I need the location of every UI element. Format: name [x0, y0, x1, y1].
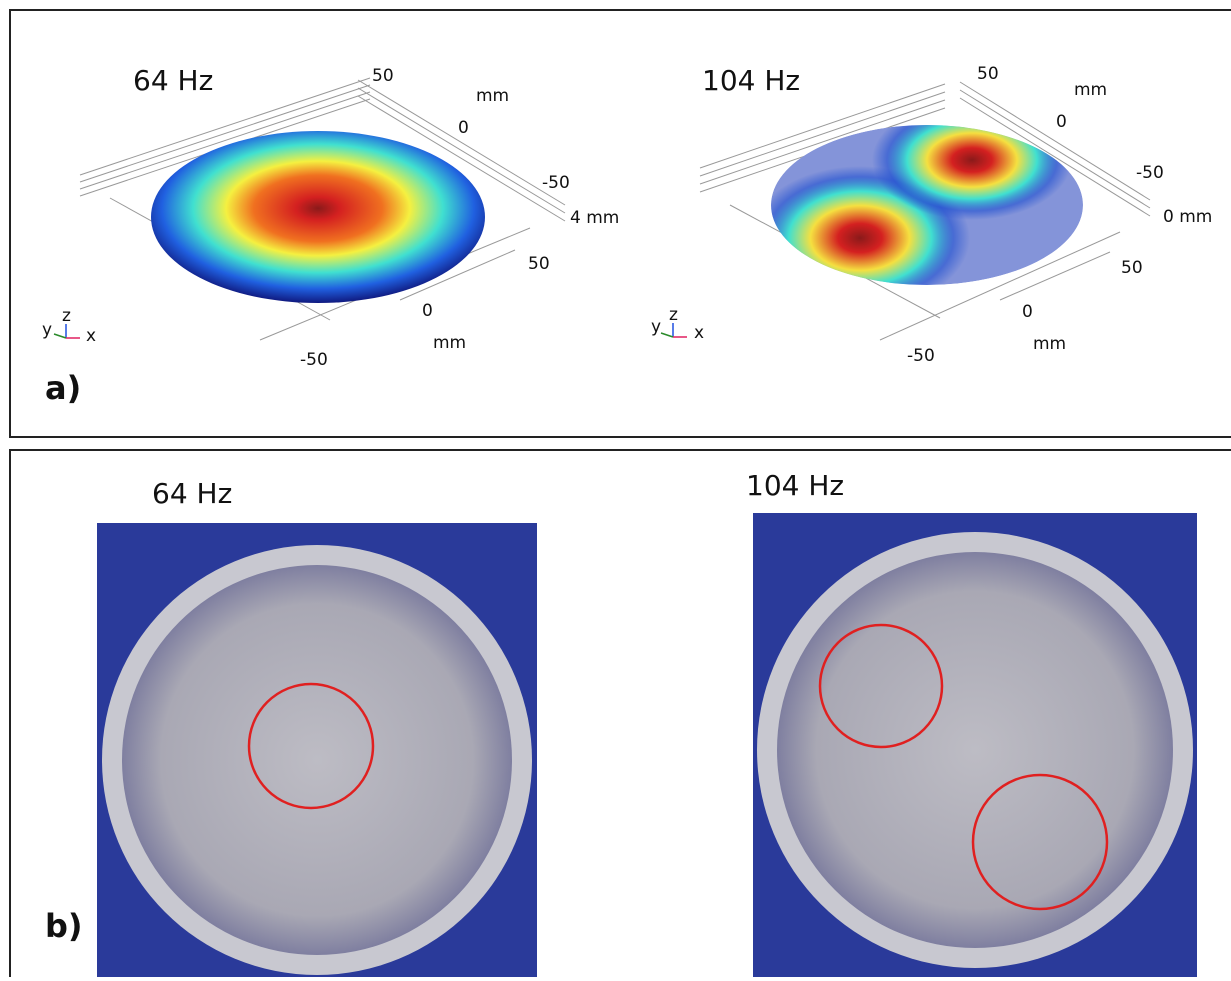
panel-label: b): [45, 907, 83, 945]
axis-text: 0: [458, 118, 469, 138]
mode-shape-104: [750, 100, 1083, 310]
photo-title: 104 Hz: [746, 469, 844, 502]
axis-text: 0 mm: [1163, 207, 1212, 227]
axis-text: 50: [528, 254, 550, 274]
axis-text: mm: [1074, 80, 1107, 100]
triad-label: x: [694, 323, 704, 343]
triad-label: x: [86, 326, 96, 346]
axis-text: mm: [433, 333, 466, 353]
triad-axis: [54, 334, 66, 338]
axis-text: -50: [1136, 163, 1164, 183]
axis-text: mm: [1033, 334, 1066, 354]
plot-title: 104 Hz: [702, 64, 800, 97]
triad-label: z: [669, 305, 678, 325]
triad-label: y: [651, 317, 661, 337]
axis-text: 50: [1121, 258, 1143, 278]
mode-shape-64: [151, 131, 485, 303]
figure: a) b) 64 Hz 104 Hz 64 Hz50mm0-504 mm500m…: [0, 0, 1231, 977]
axis-text: 50: [977, 64, 999, 84]
photo-104: [753, 513, 1197, 977]
axis-text: 0: [1056, 112, 1067, 132]
axis-text: -50: [300, 350, 328, 370]
triad-label: y: [42, 320, 52, 340]
axis-text: 0: [1022, 302, 1033, 322]
axis-text: 0: [422, 301, 433, 321]
triad-label: z: [62, 306, 71, 326]
plot-title: 64 Hz: [133, 64, 213, 97]
panel-label: a): [45, 369, 81, 407]
axis-text: 50: [372, 66, 394, 86]
axis-text: -50: [907, 346, 935, 366]
photo-title: 64 Hz: [152, 477, 232, 510]
axis-text: 4 mm: [570, 208, 619, 228]
axis-text: -50: [542, 173, 570, 193]
triad-axis: [661, 333, 673, 337]
axis-text: mm: [476, 86, 509, 106]
photo-64: [97, 523, 537, 977]
